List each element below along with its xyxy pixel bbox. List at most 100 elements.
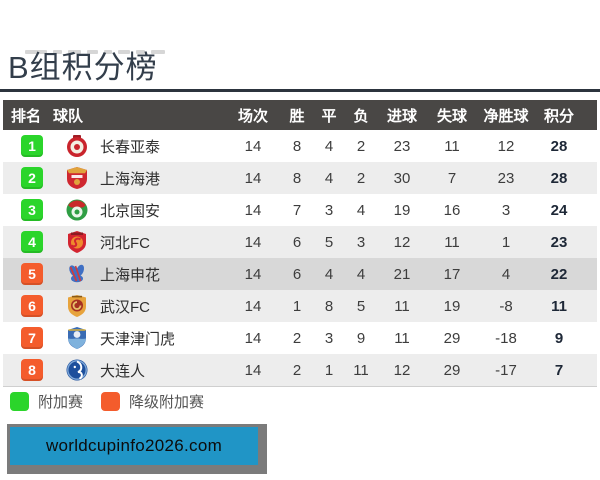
cell-drawn: 3 xyxy=(324,329,334,347)
cell-lost: 5 xyxy=(356,297,366,315)
cell-won: 8 xyxy=(292,137,302,155)
table-row: 7 天津津门虎 14 2 3 9 11 29 -18 9 xyxy=(3,322,597,354)
cell-goal-diff: 4 xyxy=(501,265,511,283)
cell-won: 2 xyxy=(292,329,302,347)
cell-goals-for: 30 xyxy=(393,169,411,187)
cell-won: 1 xyxy=(292,297,302,315)
tianjin-jinmenhu-crest xyxy=(65,326,89,350)
rank-badge: 3 xyxy=(21,199,43,221)
cell-won: 7 xyxy=(292,201,302,219)
header-drawn: 平 xyxy=(321,107,337,125)
cell-goals-against: 17 xyxy=(443,265,461,283)
cell-lost: 3 xyxy=(356,233,366,251)
cell-played: 14 xyxy=(244,297,262,315)
cell-points: 28 xyxy=(550,137,568,155)
cell-won: 2 xyxy=(292,361,302,379)
rank-cell: 6 xyxy=(3,295,53,317)
team-name: 河北FC xyxy=(100,234,150,252)
rank-badge: 1 xyxy=(21,135,43,157)
cell-goals-for: 21 xyxy=(393,265,411,283)
legend: 附加赛 降级附加赛 xyxy=(10,391,222,412)
cell-points: 24 xyxy=(550,201,568,219)
cell-goal-diff: -17 xyxy=(495,361,517,379)
watermark-box: worldcupinfo2026.com xyxy=(7,424,267,474)
cell-played: 14 xyxy=(244,233,262,251)
cell-points: 22 xyxy=(550,265,568,283)
rank-cell: 2 xyxy=(3,167,53,189)
table-row: 8 大连人 14 2 1 11 12 29 -17 7 xyxy=(3,354,597,386)
beijing-guoan-crest xyxy=(65,198,89,222)
cell-lost: 9 xyxy=(356,329,366,347)
cell-drawn: 4 xyxy=(324,137,334,155)
cell-won: 8 xyxy=(292,169,302,187)
cell-points: 7 xyxy=(554,361,564,379)
changchun-yatai-crest xyxy=(65,134,89,158)
header-points: 积分 xyxy=(543,107,574,125)
ghost-text-dashes xyxy=(25,50,165,54)
cell-goal-diff: 1 xyxy=(501,233,511,251)
cell-played: 14 xyxy=(244,265,262,283)
table-row: 5 上海申花 14 6 4 4 21 17 4 22 xyxy=(3,258,597,290)
rank-badge: 7 xyxy=(21,327,43,349)
cell-goals-against: 7 xyxy=(447,169,457,187)
header-goals-for: 进球 xyxy=(386,107,417,125)
header-goal-diff: 净胜球 xyxy=(483,107,529,125)
legend-label: 附加赛 xyxy=(38,394,84,411)
cell-goals-for: 19 xyxy=(393,201,411,219)
team-name: 北京国安 xyxy=(100,202,161,220)
team-name: 上海海港 xyxy=(100,170,161,188)
cell-goals-against: 11 xyxy=(444,233,460,251)
cell-goals-for: 11 xyxy=(394,329,410,347)
playoff_green-swatch-icon xyxy=(10,392,29,411)
rank-badge: 8 xyxy=(21,359,43,381)
cell-goals-against: 29 xyxy=(443,329,461,347)
cell-drawn: 8 xyxy=(324,297,334,315)
cell-drawn: 4 xyxy=(324,169,334,187)
relegation_orange-swatch-icon xyxy=(101,392,121,411)
rank-badge: 6 xyxy=(21,295,43,317)
rank-badge: 2 xyxy=(21,167,43,189)
shanghai-haigang-crest xyxy=(65,166,89,190)
header-played: 场次 xyxy=(237,107,268,125)
team-cell: 北京国安 xyxy=(53,198,225,222)
cell-goals-against: 16 xyxy=(443,201,461,219)
cell-points: 23 xyxy=(550,233,568,251)
cell-goals-for: 12 xyxy=(393,361,411,379)
standings-table: 排名 球队 场次 胜 平 负 进球 失球 净胜球 积分 1 长春亚泰 14 8 4 2 23… xyxy=(3,100,597,387)
cell-goal-diff: 3 xyxy=(501,201,511,219)
team-cell: 河北FC xyxy=(53,230,225,254)
team-cell: 长春亚泰 xyxy=(53,134,225,158)
watermark-text: worldcupinfo2026.com xyxy=(10,427,258,465)
cell-goal-diff: 12 xyxy=(497,137,515,155)
team-cell: 武汉FC xyxy=(53,294,225,318)
table-row: 6 武汉FC 14 1 8 5 11 19 -8 11 xyxy=(3,290,597,322)
table-row: 2 上海海港 14 8 4 2 30 7 23 28 xyxy=(3,162,597,194)
team-cell: 上海海港 xyxy=(53,166,225,190)
legend-item: 附加赛 xyxy=(10,391,83,412)
team-cell: 上海申花 xyxy=(53,262,225,286)
cell-drawn: 4 xyxy=(324,265,334,283)
table-header-row: 排名 球队 场次 胜 平 负 进球 失球 净胜球 积分 xyxy=(3,100,597,130)
team-name: 天津津门虎 xyxy=(100,330,176,348)
title-underline xyxy=(0,89,600,92)
rank-cell: 4 xyxy=(3,231,53,253)
cell-goal-diff: 23 xyxy=(497,169,515,187)
cell-goals-against: 29 xyxy=(443,361,461,379)
legend-label: 降级附加赛 xyxy=(129,394,205,411)
team-name: 上海申花 xyxy=(100,266,161,284)
cell-lost: 4 xyxy=(356,265,366,283)
table-row: 4 河北FC 14 6 5 3 12 11 1 23 xyxy=(3,226,597,258)
cell-points: 28 xyxy=(550,169,568,187)
cell-lost: 2 xyxy=(356,169,366,187)
cell-goal-diff: -8 xyxy=(499,297,513,315)
team-name: 武汉FC xyxy=(100,298,150,316)
cell-won: 6 xyxy=(292,233,302,251)
cell-goals-for: 23 xyxy=(393,137,411,155)
cell-played: 14 xyxy=(244,137,262,155)
header-won: 胜 xyxy=(289,107,305,125)
table-body: 1 长春亚泰 14 8 4 2 23 11 12 28 2 上海海港 14 8 4 2 30 7 23 28 3 北京国安… xyxy=(3,130,597,386)
cell-goals-for: 12 xyxy=(393,233,411,251)
cell-played: 14 xyxy=(244,361,262,379)
cell-drawn: 1 xyxy=(324,361,334,379)
cell-lost: 4 xyxy=(356,201,366,219)
